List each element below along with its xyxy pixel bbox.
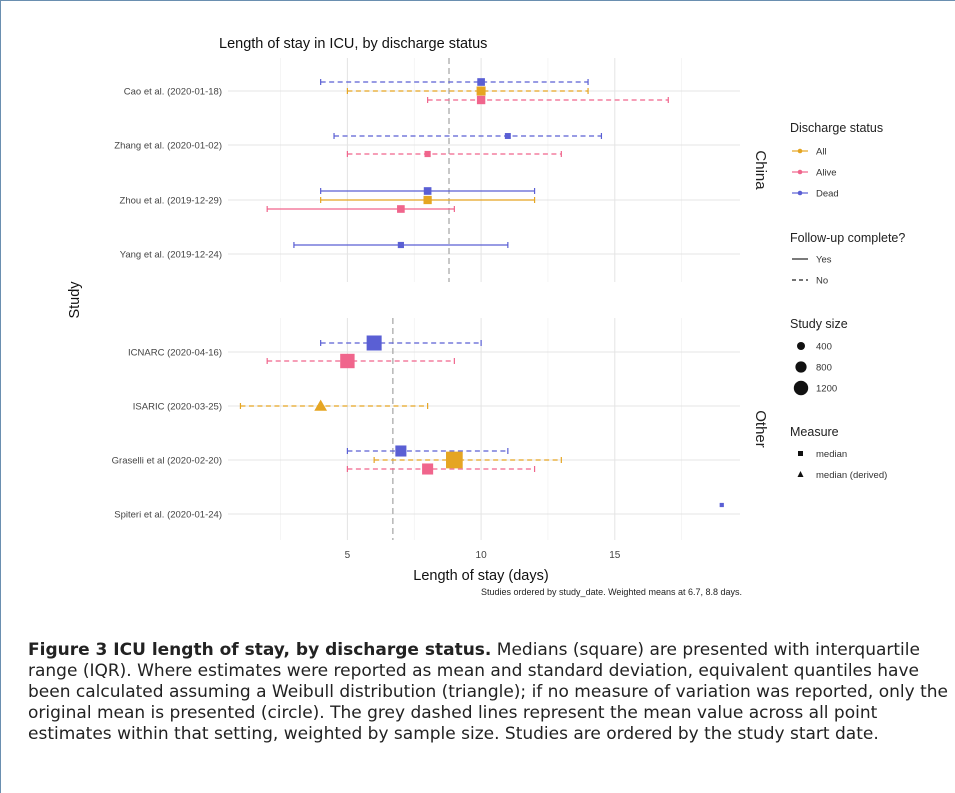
legend-label-followup: Yes xyxy=(816,255,832,266)
study-label: Cao et al. (2020-01-18) xyxy=(124,87,222,98)
legend-title-discharge: Discharge status xyxy=(790,121,883,135)
data-point-triangle xyxy=(314,399,328,411)
chart: Length of stay in ICU, by discharge stat… xyxy=(67,36,905,597)
legend-key-square xyxy=(798,451,803,456)
legend-key-triangle xyxy=(797,471,804,477)
legend-title-measure: Measure xyxy=(790,425,839,439)
x-tick-label: 10 xyxy=(476,550,488,561)
caption-text: Medians (square) are presented with inte… xyxy=(28,640,948,744)
data-point-square xyxy=(340,353,355,369)
x-tick-label: 15 xyxy=(609,550,621,561)
data-point-square xyxy=(476,86,486,96)
study-label: Graselli et al (2020-02-20) xyxy=(112,456,222,467)
study-label: Zhang et al. (2020-01-02) xyxy=(114,141,222,152)
chart-note: Studies ordered by study_date. Weighted … xyxy=(481,587,742,597)
legend-label-discharge: All xyxy=(816,147,827,158)
x-tick-label: 5 xyxy=(345,550,351,561)
data-point-square xyxy=(395,445,407,457)
data-point-square xyxy=(504,133,511,139)
study-label: ICNARC (2020-04-16) xyxy=(128,348,222,359)
legend-label-size: 800 xyxy=(816,363,832,374)
data-point-square xyxy=(366,335,382,351)
y-axis-label: Study xyxy=(67,281,83,319)
study-label: Yang et al. (2019-12-24) xyxy=(120,250,222,261)
data-point-square xyxy=(423,187,432,195)
legend-key-dot xyxy=(797,190,803,196)
study-label: Zhou et al. (2019-12-29) xyxy=(120,196,222,207)
study-label: ISARIC (2020-03-25) xyxy=(133,402,222,413)
data-point-square xyxy=(476,95,486,105)
legend-key-size xyxy=(793,380,809,396)
figure-caption: Figure 3 ICU length of stay, by discharg… xyxy=(28,640,948,745)
caption-title: Figure 3 ICU length of stay, by discharg… xyxy=(28,640,492,660)
legend-title-followup: Follow-up complete? xyxy=(790,231,905,245)
facet-label: Other xyxy=(752,410,769,448)
legend-label-discharge: Alive xyxy=(816,168,837,179)
data-point-square xyxy=(397,241,404,249)
legend-label-followup: No xyxy=(816,276,828,287)
legend-label-size: 1200 xyxy=(816,384,837,395)
legend-key-size xyxy=(795,361,807,373)
legend-key-dot xyxy=(797,169,803,175)
legend-title-size: Study size xyxy=(790,317,848,331)
legend-label-discharge: Dead xyxy=(816,189,839,200)
legend-label-size: 400 xyxy=(816,342,832,353)
data-point-square xyxy=(446,451,463,469)
chart-title: Length of stay in ICU, by discharge stat… xyxy=(219,36,487,52)
legend-label-measure: median xyxy=(816,449,847,460)
x-axis-label: Length of stay (days) xyxy=(413,568,548,584)
data-point-square xyxy=(422,463,434,475)
legend-key-dot xyxy=(797,148,803,154)
study-label: Spiteri et al. (2020-01-24) xyxy=(114,510,222,521)
data-point-square xyxy=(477,78,485,86)
facet-label: China xyxy=(752,150,769,190)
data-point-square xyxy=(397,205,405,213)
legend-key-size xyxy=(797,342,805,350)
data-point-square xyxy=(719,502,724,508)
data-point-square xyxy=(423,195,432,205)
data-point-square xyxy=(424,150,431,158)
legend-label-measure: median (derived) xyxy=(816,470,887,481)
